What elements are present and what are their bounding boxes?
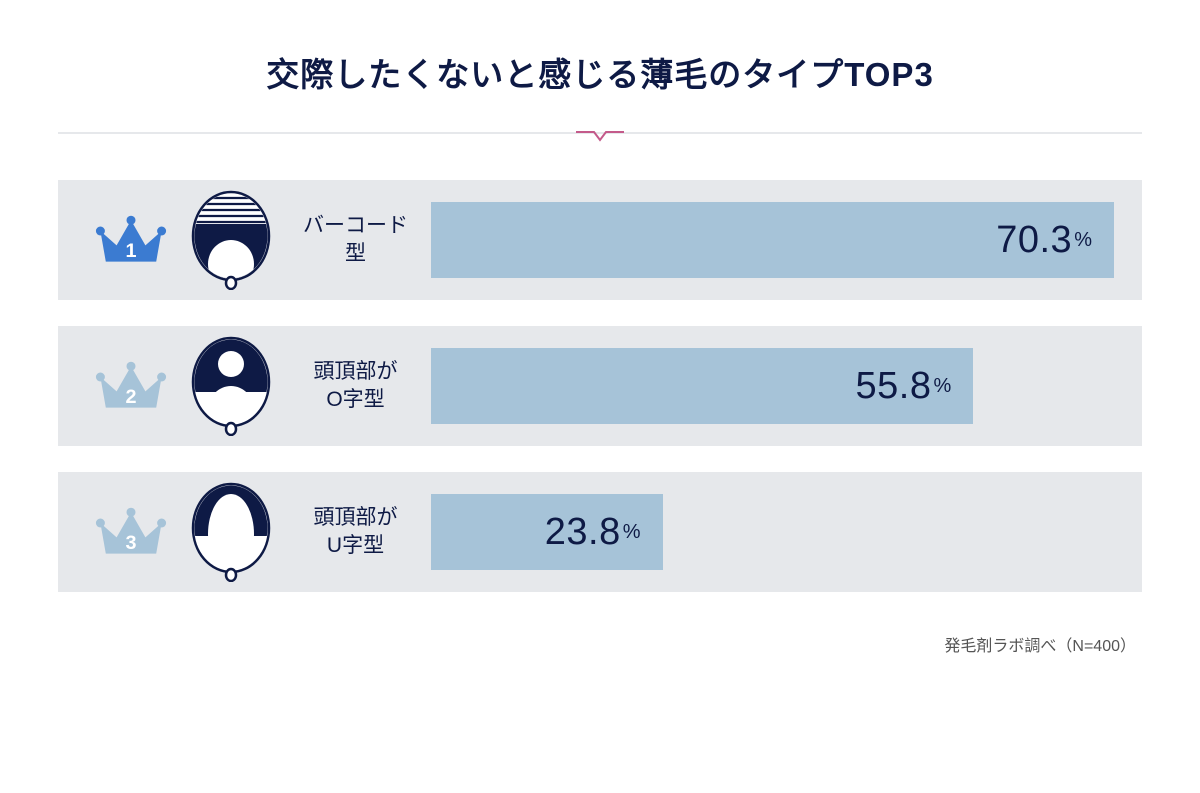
head-illustration [176,336,286,436]
ranking-row: 2 頭頂部が O字型 [58,326,1142,446]
crown-badge: 2 [86,355,176,417]
ranking-list: 1 [58,180,1142,592]
bar-value: 55.8 [856,365,932,408]
bar-fill: 23.8 % [431,494,663,570]
crown-badge: 1 [86,209,176,271]
bar-value: 23.8 [545,511,621,554]
divider-notch-icon [576,124,624,142]
title-divider [58,124,1142,142]
bar-track: 55.8 % [431,348,1114,424]
type-label: 頭頂部が O字型 [286,358,431,415]
bar-value: 70.3 [996,219,1072,262]
type-label-line2: U字型 [327,534,384,557]
head-o-type-icon [190,336,272,436]
ranking-row: 1 [58,180,1142,300]
head-illustration [176,482,286,582]
bar-fill: 70.3 % [431,202,1114,278]
bar-percent-suffix: % [1074,229,1092,252]
page-title: 交際したくないと感じる薄毛のタイプTOP3 [58,48,1142,96]
bar-track: 23.8 % [431,494,1114,570]
rank-number: 1 [125,240,136,262]
crown-icon: 1 [95,209,167,271]
rank-number: 3 [125,532,136,554]
type-label-line1: バーコード [303,214,408,237]
crown-icon: 2 [95,355,167,417]
type-label-line1: 頭頂部が [314,506,398,529]
source-footnote: 発毛剤ラボ調べ（N=400） [58,632,1142,656]
infographic-container: 交際したくないと感じる薄毛のタイプTOP3 1 [0,0,1200,656]
crown-icon: 3 [95,501,167,563]
rank-number: 2 [125,386,136,408]
bar-fill: 55.8 % [431,348,973,424]
type-label-line2: 型 [345,242,366,265]
bar-percent-suffix: % [623,521,641,544]
crown-badge: 3 [86,501,176,563]
ranking-row: 3 頭頂部が U字型 23.8 [58,472,1142,592]
type-label-line1: 頭頂部が [314,360,398,383]
type-label-line2: O字型 [326,388,384,411]
bar-track: 70.3 % [431,202,1114,278]
head-barcode-icon [190,190,272,290]
type-label: 頭頂部が U字型 [286,504,431,561]
type-label: バーコード 型 [286,212,431,269]
head-u-type-icon [190,482,272,582]
head-illustration [176,190,286,290]
bar-percent-suffix: % [934,375,952,398]
